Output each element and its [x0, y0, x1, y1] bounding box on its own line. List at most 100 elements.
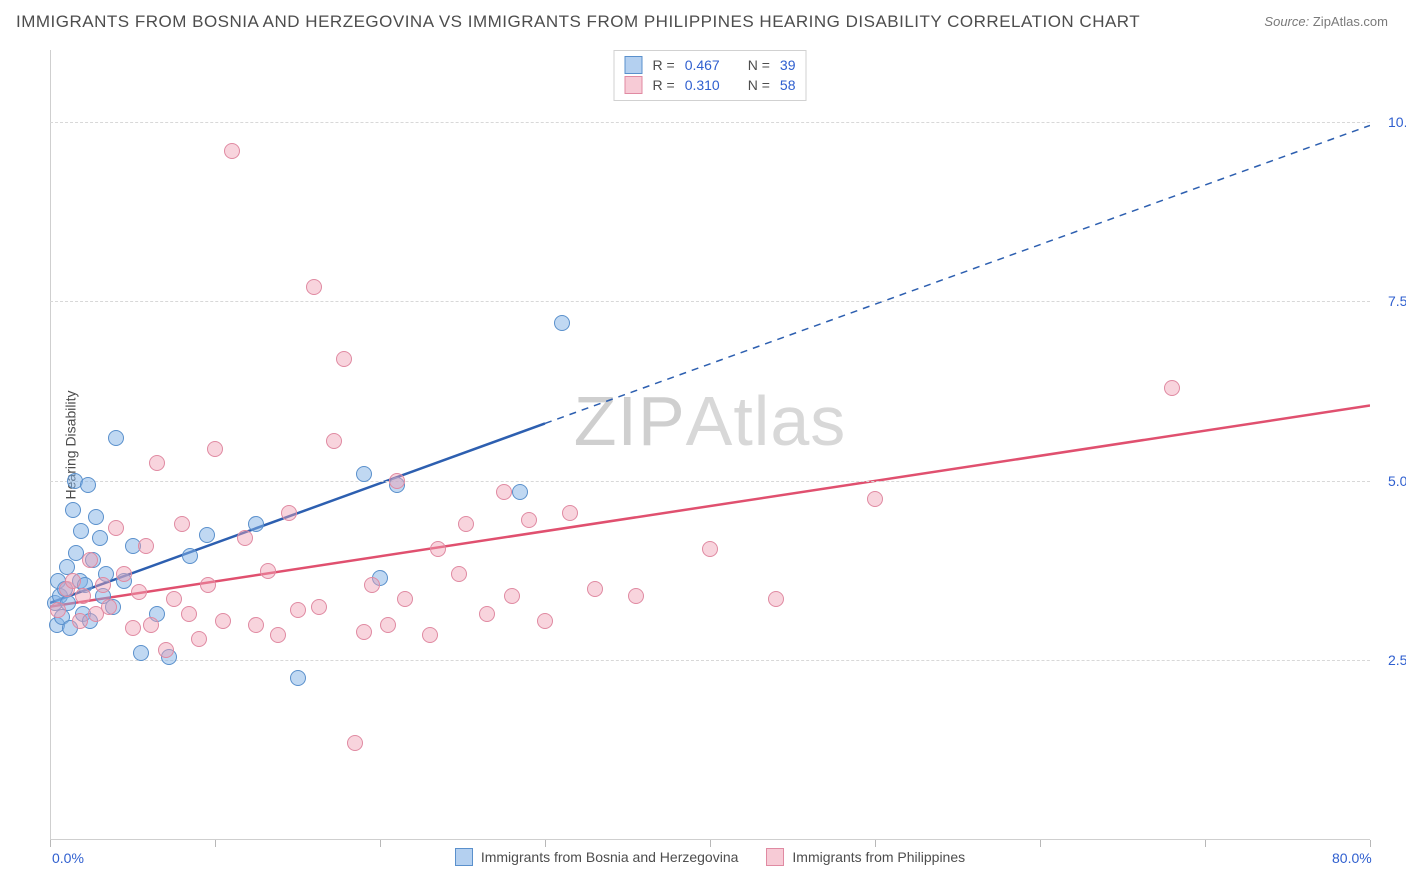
x-tick: [875, 840, 876, 847]
data-point-bosnia: [356, 466, 372, 482]
data-point-philippines: [422, 627, 438, 643]
legend-n-label: N =: [748, 55, 770, 75]
data-point-philippines: [215, 613, 231, 629]
legend-r-label: R =: [653, 55, 675, 75]
watermark-light: Atlas: [686, 382, 847, 460]
legend-label-philippines: Immigrants from Philippines: [792, 849, 965, 865]
data-point-philippines: [138, 538, 154, 554]
data-point-philippines: [166, 591, 182, 607]
data-point-philippines: [158, 642, 174, 658]
legend-series: Immigrants from Bosnia and Herzegovina I…: [50, 848, 1370, 866]
y-tick-label: 7.5%: [1372, 293, 1406, 309]
data-point-bosnia: [133, 645, 149, 661]
source-value: ZipAtlas.com: [1313, 14, 1388, 29]
x-tick: [1370, 840, 1371, 847]
x-tick: [380, 840, 381, 847]
data-point-philippines: [149, 455, 165, 471]
gridline-h: [50, 122, 1370, 123]
data-point-philippines: [101, 599, 117, 615]
data-point-philippines: [336, 351, 352, 367]
legend-r-philippines: 0.310: [685, 75, 720, 95]
data-point-philippines: [50, 602, 66, 618]
legend-swatch-bosnia: [455, 848, 473, 866]
legend-n-label: N =: [748, 75, 770, 95]
data-point-bosnia: [182, 548, 198, 564]
legend-item-philippines: Immigrants from Philippines: [766, 848, 965, 866]
source-label: Source:: [1264, 14, 1309, 29]
data-point-philippines: [281, 505, 297, 521]
data-point-philippines: [397, 591, 413, 607]
y-tick-label: 5.0%: [1372, 473, 1406, 489]
legend-r-bosnia: 0.467: [685, 55, 720, 75]
data-point-philippines: [380, 617, 396, 633]
data-point-philippines: [504, 588, 520, 604]
x-tick: [545, 840, 546, 847]
data-point-philippines: [496, 484, 512, 500]
data-point-philippines: [82, 552, 98, 568]
legend-stats: R = 0.467 N = 39 R = 0.310 N = 58: [614, 50, 807, 101]
legend-n-philippines: 58: [780, 75, 796, 95]
gridline-h: [50, 481, 1370, 482]
data-point-philippines: [116, 566, 132, 582]
data-point-philippines: [389, 473, 405, 489]
data-point-philippines: [867, 491, 883, 507]
source-attribution: Source: ZipAtlas.com: [1264, 14, 1388, 29]
x-tick-label: 80.0%: [1332, 850, 1372, 866]
data-point-philippines: [326, 433, 342, 449]
legend-swatch-bosnia: [625, 56, 643, 74]
data-point-philippines: [306, 279, 322, 295]
data-point-bosnia: [73, 523, 89, 539]
data-point-bosnia: [80, 477, 96, 493]
data-point-philippines: [181, 606, 197, 622]
legend-label-bosnia: Immigrants from Bosnia and Herzegovina: [481, 849, 739, 865]
data-point-philippines: [131, 584, 147, 600]
data-point-philippines: [95, 577, 111, 593]
data-point-philippines: [72, 613, 88, 629]
data-point-philippines: [521, 512, 537, 528]
data-point-philippines: [174, 516, 190, 532]
x-tick: [1205, 840, 1206, 847]
watermark: ZIPAtlas: [574, 381, 847, 461]
legend-item-bosnia: Immigrants from Bosnia and Herzegovina: [455, 848, 739, 866]
gridline-h: [50, 660, 1370, 661]
data-point-philippines: [347, 735, 363, 751]
data-point-philippines: [191, 631, 207, 647]
watermark-bold: ZIP: [574, 382, 686, 460]
data-point-bosnia: [290, 670, 306, 686]
y-tick-label: 2.5%: [1372, 652, 1406, 668]
data-point-philippines: [628, 588, 644, 604]
data-point-bosnia: [92, 530, 108, 546]
data-point-bosnia: [108, 430, 124, 446]
data-point-bosnia: [554, 315, 570, 331]
legend-swatch-philippines: [766, 848, 784, 866]
x-tick: [215, 840, 216, 847]
chart-container: IMMIGRANTS FROM BOSNIA AND HERZEGOVINA V…: [0, 0, 1406, 892]
legend-n-bosnia: 39: [780, 55, 796, 75]
data-point-philippines: [125, 620, 141, 636]
data-point-philippines: [248, 617, 264, 633]
data-point-bosnia: [199, 527, 215, 543]
data-point-philippines: [430, 541, 446, 557]
data-point-philippines: [458, 516, 474, 532]
data-point-philippines: [587, 581, 603, 597]
plot-area: Hearing Disability ZIPAtlas R = 0.467 N …: [50, 50, 1370, 840]
data-point-philippines: [1164, 380, 1180, 396]
data-point-philippines: [537, 613, 553, 629]
trend-lines-svg: [50, 50, 1370, 840]
data-point-philippines: [224, 143, 240, 159]
y-axis-line: [50, 50, 51, 840]
data-point-philippines: [364, 577, 380, 593]
legend-stats-row: R = 0.467 N = 39: [625, 55, 796, 75]
data-point-philippines: [451, 566, 467, 582]
data-point-philippines: [75, 588, 91, 604]
legend-r-label: R =: [653, 75, 675, 95]
data-point-bosnia: [248, 516, 264, 532]
data-point-philippines: [356, 624, 372, 640]
data-point-philippines: [702, 541, 718, 557]
legend-swatch-philippines: [625, 76, 643, 94]
data-point-philippines: [768, 591, 784, 607]
data-point-bosnia: [512, 484, 528, 500]
data-point-philippines: [200, 577, 216, 593]
data-point-philippines: [207, 441, 223, 457]
data-point-philippines: [65, 573, 81, 589]
